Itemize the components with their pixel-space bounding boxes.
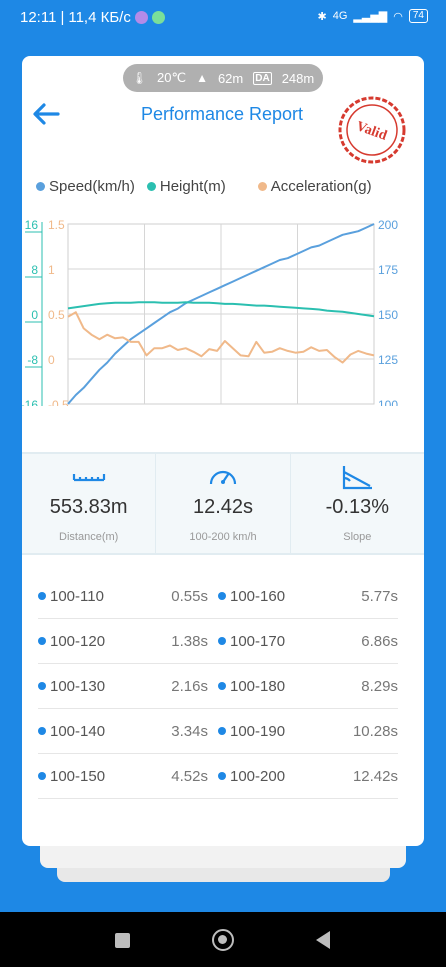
- system-nav-bar: [0, 912, 446, 967]
- signal-label: 4G: [332, 10, 348, 22]
- mountain-icon: ▲: [196, 71, 208, 85]
- wifi-icon: ◠: [393, 10, 403, 23]
- temperature: 20℃: [157, 70, 187, 85]
- series-line-accel: [67, 311, 375, 364]
- bullet-icon: [38, 682, 46, 690]
- split-times-list: 100-110 0.55s 100-160 5.77s 100-120 1.38s 1…: [38, 574, 398, 799]
- bullet-icon: [38, 772, 46, 780]
- chart-legend: Speed(km/h) Height(m) Acceleration(g): [36, 178, 416, 195]
- stat-distance: 553.83m Distance(m): [22, 454, 157, 553]
- slope-icon: [291, 464, 424, 490]
- bluetooth-icon: ✱: [317, 10, 327, 23]
- height-tick-label: -16: [22, 398, 38, 406]
- height-tick-label: 0: [31, 308, 38, 322]
- list-item: 100-140 3.34s 100-190 10.28s: [38, 709, 398, 754]
- accel-tick-label: 0.5: [48, 308, 65, 322]
- slope-value: -0.13%: [325, 496, 389, 518]
- speed-tick-label: 200: [378, 218, 398, 232]
- valid-stamp: Valid: [336, 94, 408, 166]
- speed-tick-label: 125: [378, 353, 398, 367]
- bullet-icon: [38, 592, 46, 600]
- summary-stats: 553.83m Distance(m) 12.42s 100-200 km/h …: [22, 452, 424, 555]
- performance-chart: 16 8 0 -8 -16 1.5 1 0.5 0 -0.5 200 175 150 125 100: [22, 218, 398, 406]
- thermometer-icon: 🌡: [131, 71, 147, 85]
- list-item: 100-130 2.16s 100-180 8.29s: [38, 664, 398, 709]
- distance-label: Distance(m): [59, 531, 119, 543]
- accel-tick-label: 1: [48, 263, 55, 277]
- legend-dot: [36, 182, 45, 191]
- legend-dot: [146, 182, 156, 191]
- stat-time: 12.42s 100-200 km/h: [156, 454, 291, 553]
- legend-acceleration: Acceleration(g): [257, 178, 372, 195]
- accel-tick-label: -0.5: [48, 398, 69, 406]
- legend-height: Height(m): [146, 178, 226, 195]
- height-tick-label: 16: [25, 218, 39, 232]
- battery-icon: 74: [408, 9, 428, 23]
- home-button[interactable]: [212, 929, 234, 951]
- speedometer-icon: [156, 464, 289, 490]
- time-value: 12.42s: [192, 496, 254, 518]
- accel-tick-label: 0: [48, 353, 55, 367]
- speed-tick-label: 175: [378, 263, 398, 277]
- status-net-speed: 11,4 КБ/с: [68, 9, 131, 26]
- slope-label: Slope: [343, 531, 372, 543]
- performance-report-card: 🌡 20℃ ▲ 62m DA 248m Performance Report V…: [22, 56, 424, 846]
- recents-button[interactable]: [115, 933, 130, 948]
- viber-icon: [134, 11, 148, 24]
- height-tick-label: 8: [31, 263, 38, 277]
- bullet-icon: [218, 682, 226, 690]
- height-tick-label: -8: [27, 353, 38, 367]
- back-button[interactable]: [316, 931, 330, 949]
- density-altitude-icon: DA: [253, 71, 272, 85]
- bullet-icon: [38, 637, 46, 645]
- distance-value: 553.83m: [49, 496, 128, 518]
- cell-signal-icon: ▂▃▅▇: [353, 10, 388, 23]
- status-bar: 12:11 | 11,4 КБ/с ✱ 4G ▂▃▅▇ ◠ 74: [0, 0, 446, 36]
- density-altitude: 248m: [281, 70, 315, 86]
- series-line-height: [67, 301, 375, 318]
- altitude: 62m: [217, 70, 244, 86]
- bullet-icon: [218, 727, 226, 735]
- ruler-icon: [22, 464, 155, 490]
- page-title: Performance Report: [140, 104, 304, 124]
- accel-tick-label: 1.5: [48, 218, 65, 232]
- back-arrow-icon[interactable]: [30, 98, 62, 130]
- list-item: 100-150 4.52s 100-200 12.42s: [38, 754, 398, 799]
- speed-tick-label: 150: [378, 308, 398, 322]
- stat-slope: -0.13% Slope: [291, 454, 424, 553]
- stamp-label: Valid: [354, 119, 389, 144]
- speed-tick-label: 100: [378, 398, 398, 406]
- card-stack-shadow: [40, 846, 406, 868]
- time-label: 100-200 km/h: [189, 531, 257, 543]
- legend-dot: [257, 182, 267, 191]
- bullet-icon: [38, 727, 46, 735]
- app-notification-icon: [151, 11, 165, 24]
- series-line-speed: [67, 223, 375, 405]
- bullet-icon: [218, 637, 226, 645]
- list-item: 100-110 0.55s 100-160 5.77s: [38, 574, 398, 619]
- legend-speed: Speed(km/h): [36, 178, 135, 195]
- list-item: 100-120 1.38s 100-170 6.86s: [38, 619, 398, 664]
- bullet-icon: [218, 592, 226, 600]
- status-time: 12:11: [20, 9, 57, 26]
- conditions-pill: 🌡 20℃ ▲ 62m DA 248m: [123, 64, 323, 92]
- bullet-icon: [218, 772, 226, 780]
